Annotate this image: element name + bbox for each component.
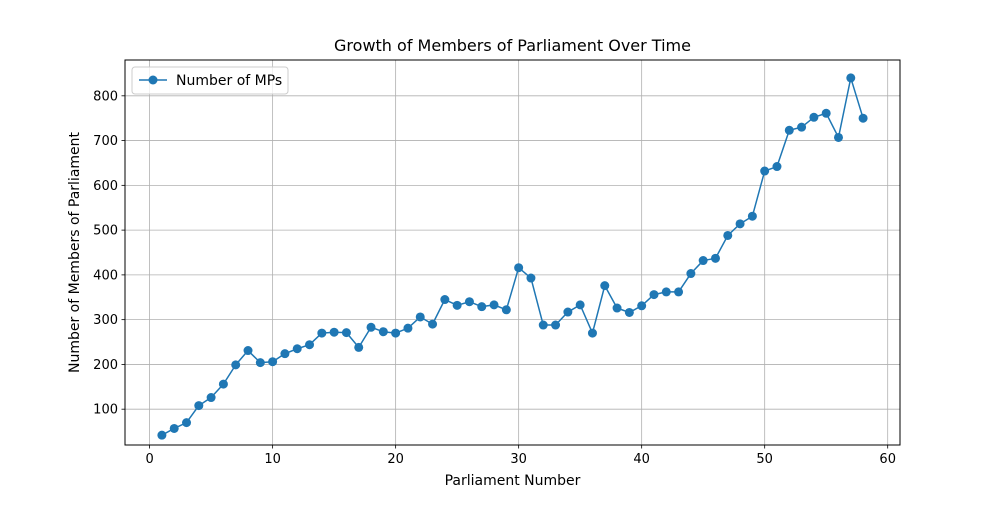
data-point [194, 401, 204, 411]
x-tick-label: 20 [387, 452, 404, 467]
data-point [477, 302, 487, 312]
series-line [161, 77, 864, 436]
data-point [846, 73, 856, 83]
data-point [710, 253, 720, 263]
data-point [760, 166, 770, 176]
data-point [206, 393, 216, 403]
data-point [833, 132, 843, 142]
data-point [255, 358, 265, 368]
data-point [784, 125, 794, 135]
data-point [563, 307, 573, 317]
data-point [797, 122, 807, 132]
data-point [686, 269, 696, 279]
y-tick-label: 400 [93, 268, 118, 283]
data-point [218, 379, 228, 389]
data-point [624, 307, 634, 317]
y-tick-label: 800 [93, 89, 118, 104]
data-point [735, 219, 745, 229]
data-point [452, 300, 462, 310]
y-tick-label: 300 [93, 313, 118, 328]
data-point [649, 290, 659, 300]
data-point [157, 430, 167, 440]
data-point [403, 323, 413, 333]
data-point [182, 418, 192, 428]
data-point [243, 346, 253, 356]
data-point [612, 303, 622, 313]
legend-entry-label: Number of MPs [176, 73, 282, 89]
data-point [538, 320, 548, 330]
y-tick-label: 700 [93, 134, 118, 149]
data-point [637, 301, 647, 311]
y-tick-label: 200 [93, 358, 118, 373]
data-point [809, 112, 819, 122]
data-point [514, 263, 524, 273]
plot-frame [124, 59, 901, 446]
data-point [821, 108, 831, 118]
data-point [489, 300, 499, 310]
data-point [440, 295, 450, 305]
data-point [169, 423, 179, 433]
data-point [526, 273, 536, 283]
data-point [587, 328, 597, 338]
data-point [747, 211, 757, 221]
data-point [858, 113, 868, 123]
y-tick-label: 500 [93, 224, 118, 239]
data-point [723, 230, 733, 240]
x-tick-label: 60 [879, 452, 896, 467]
data-point [366, 322, 376, 332]
data-point [305, 340, 315, 350]
legend-marker-sample [148, 75, 158, 85]
data-point [674, 287, 684, 297]
data-point [772, 162, 782, 172]
data-point [329, 327, 339, 337]
data-point [341, 328, 351, 338]
data-point [280, 349, 290, 359]
data-point [317, 328, 327, 338]
x-tick-label: 0 [145, 452, 153, 467]
data-point [391, 328, 401, 338]
data-point [551, 320, 561, 330]
series-layer [157, 73, 868, 440]
axes: 0 10 20 30 40 50 60 100 200 300 400 500 600 700 800 [93, 89, 896, 467]
x-axis-label: Parliament Number [445, 473, 581, 489]
data-point [231, 360, 241, 370]
x-tick-label: 50 [756, 452, 773, 467]
grid-lines [125, 60, 900, 445]
data-point [378, 327, 388, 337]
data-point [354, 342, 364, 352]
data-point [661, 287, 671, 297]
x-tick-label: 30 [510, 452, 527, 467]
data-point [464, 297, 474, 307]
data-point [428, 319, 438, 329]
legend-box [131, 66, 289, 95]
y-axis-label: Number of Members of Parliament [67, 131, 83, 373]
x-tick-label: 10 [264, 452, 281, 467]
legend: Number of MPs [131, 66, 289, 95]
x-tick-label: 40 [633, 452, 650, 467]
data-point [268, 357, 278, 367]
data-point [415, 312, 425, 322]
data-point [600, 281, 610, 291]
y-tick-label: 600 [93, 179, 118, 194]
data-point [292, 344, 302, 354]
data-point [698, 256, 708, 266]
y-tick-label: 100 [93, 403, 118, 418]
data-point [575, 300, 585, 310]
chart-title: Growth of Members of Parliament Over Tim… [334, 36, 691, 55]
data-point [501, 305, 511, 315]
